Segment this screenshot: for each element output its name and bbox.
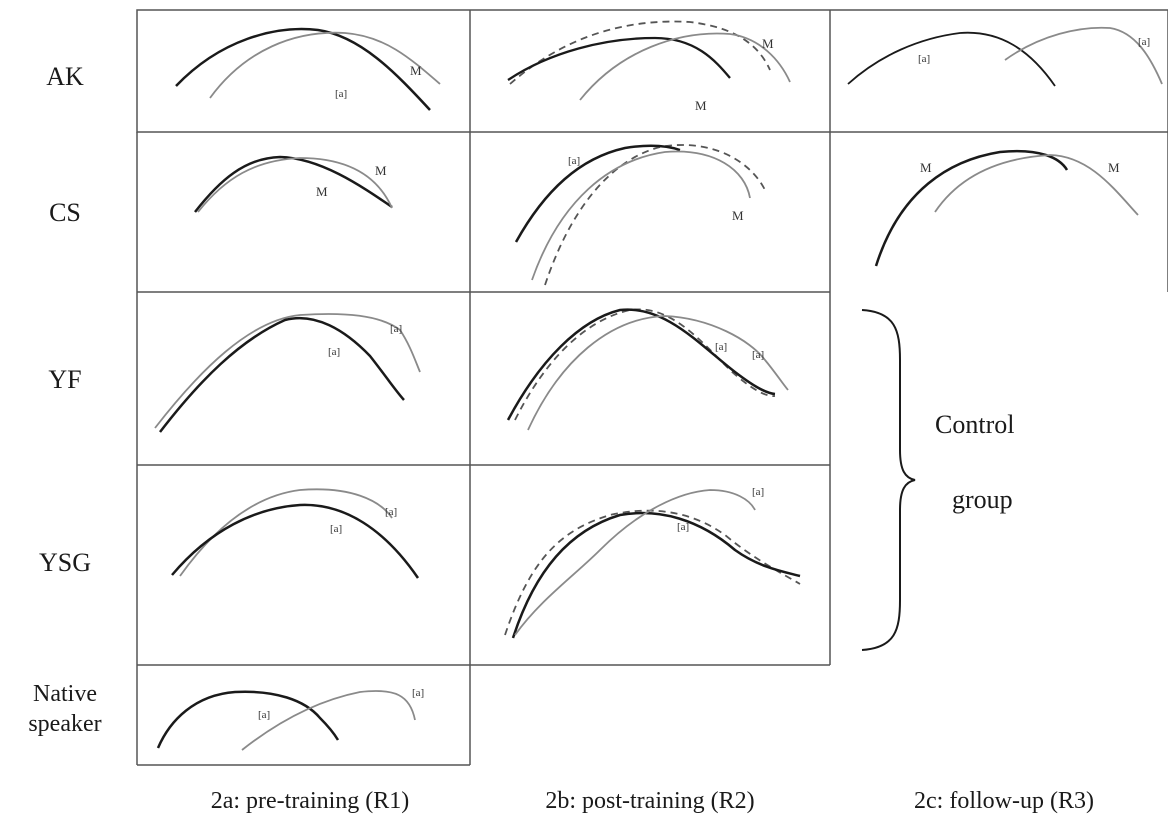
- curves-yf-r2: [a] [a]: [506, 308, 789, 431]
- tag-ak-r2-2: M: [695, 98, 707, 113]
- contour-dark: [159, 316, 405, 433]
- curves-ak-r3: [a] [a]: [847, 26, 1163, 87]
- tag-ak-r3-2: [a]: [1138, 36, 1150, 48]
- tag-yf-r2-2: [a]: [752, 349, 764, 361]
- contour-light: [579, 32, 791, 101]
- curves-yf-r1: [a] [a]: [154, 313, 421, 433]
- contour-light: [527, 315, 789, 431]
- curves-ak-r1: M [a]: [175, 27, 441, 111]
- caption-follow-up: 2c: follow-up (R3): [914, 788, 1094, 814]
- contour-dark: [156, 690, 340, 749]
- control-group-label-line2: group: [952, 485, 1013, 514]
- contour-light: [179, 488, 393, 577]
- tag-ak-r3-1: [a]: [918, 53, 930, 65]
- row-label-ysg: YSG: [38, 548, 91, 577]
- contour-light: [514, 489, 756, 636]
- curves-cs-r1: M M: [194, 155, 393, 213]
- grid-lines: [136, 9, 1168, 766]
- row-label-ak: AK: [46, 62, 84, 91]
- control-group-label-line1: Control: [935, 410, 1015, 439]
- contour-dashed: [509, 20, 771, 85]
- contour-light: [241, 690, 416, 751]
- contour-dark: [874, 149, 1069, 267]
- control-group-brace: [861, 309, 916, 651]
- tag-ak-r1-1: M: [410, 63, 422, 78]
- tag-cs-r1-2: M: [316, 184, 328, 199]
- row-label-native-line1: Native: [33, 681, 97, 707]
- tag-yf-r2-1: [a]: [715, 341, 727, 353]
- contour-dark: [171, 503, 420, 579]
- contour-dark: [514, 144, 681, 243]
- curves-ysg-r2: [a] [a]: [504, 486, 801, 639]
- tag-native-r1-1: [a]: [258, 709, 270, 721]
- curves-ysg-r1: [a] [a]: [171, 488, 420, 579]
- curves-native-r1: [a] [a]: [156, 687, 424, 751]
- contour-dashed: [504, 509, 801, 636]
- curves-cs-r2: [a] M: [514, 144, 766, 286]
- tag-ak-r2-1: M: [762, 36, 774, 51]
- curves-cs-r3: M M: [874, 149, 1139, 267]
- contour-dashed: [514, 308, 776, 421]
- contour-dark: [511, 511, 801, 639]
- tag-ysg-r1-1: [a]: [385, 506, 397, 518]
- curves-ak-r2: M M: [507, 20, 791, 113]
- contour-light: [531, 150, 751, 281]
- contour-light: [934, 154, 1139, 216]
- caption-post-training: 2b: post-training (R2): [545, 788, 755, 814]
- tag-ysg-r2-1: [a]: [752, 486, 764, 498]
- caption-pre-training: 2a: pre-training (R1): [210, 788, 410, 814]
- tag-cs-r3-2: M: [1108, 160, 1120, 175]
- tag-ysg-r1-2: [a]: [330, 523, 342, 535]
- tag-cs-r3-1: M: [920, 160, 932, 175]
- tag-cs-r2-2: M: [732, 208, 744, 223]
- tag-cs-r1-1: M: [375, 163, 387, 178]
- contour-dark: [507, 36, 731, 81]
- contour-light: [209, 31, 441, 99]
- tag-cs-r2-1: [a]: [568, 155, 580, 167]
- tag-native-r1-2: [a]: [412, 687, 424, 699]
- contour-dark: [194, 155, 393, 213]
- row-label-yf: YF: [48, 365, 82, 394]
- contour-dark: [847, 31, 1056, 87]
- contour-dark: [175, 27, 431, 111]
- tag-ysg-r2-2: [a]: [677, 521, 689, 533]
- contour-light: [197, 157, 393, 213]
- row-label-native-line2: speaker: [28, 711, 102, 737]
- contour-dark: [506, 308, 776, 421]
- row-label-cs: CS: [49, 198, 81, 227]
- tag-yf-r1-1: [a]: [390, 323, 402, 335]
- contour-light: [1004, 26, 1163, 85]
- tag-yf-r1-2: [a]: [328, 346, 340, 358]
- contour-light: [154, 313, 421, 429]
- tag-ak-r1-2: [a]: [335, 88, 347, 100]
